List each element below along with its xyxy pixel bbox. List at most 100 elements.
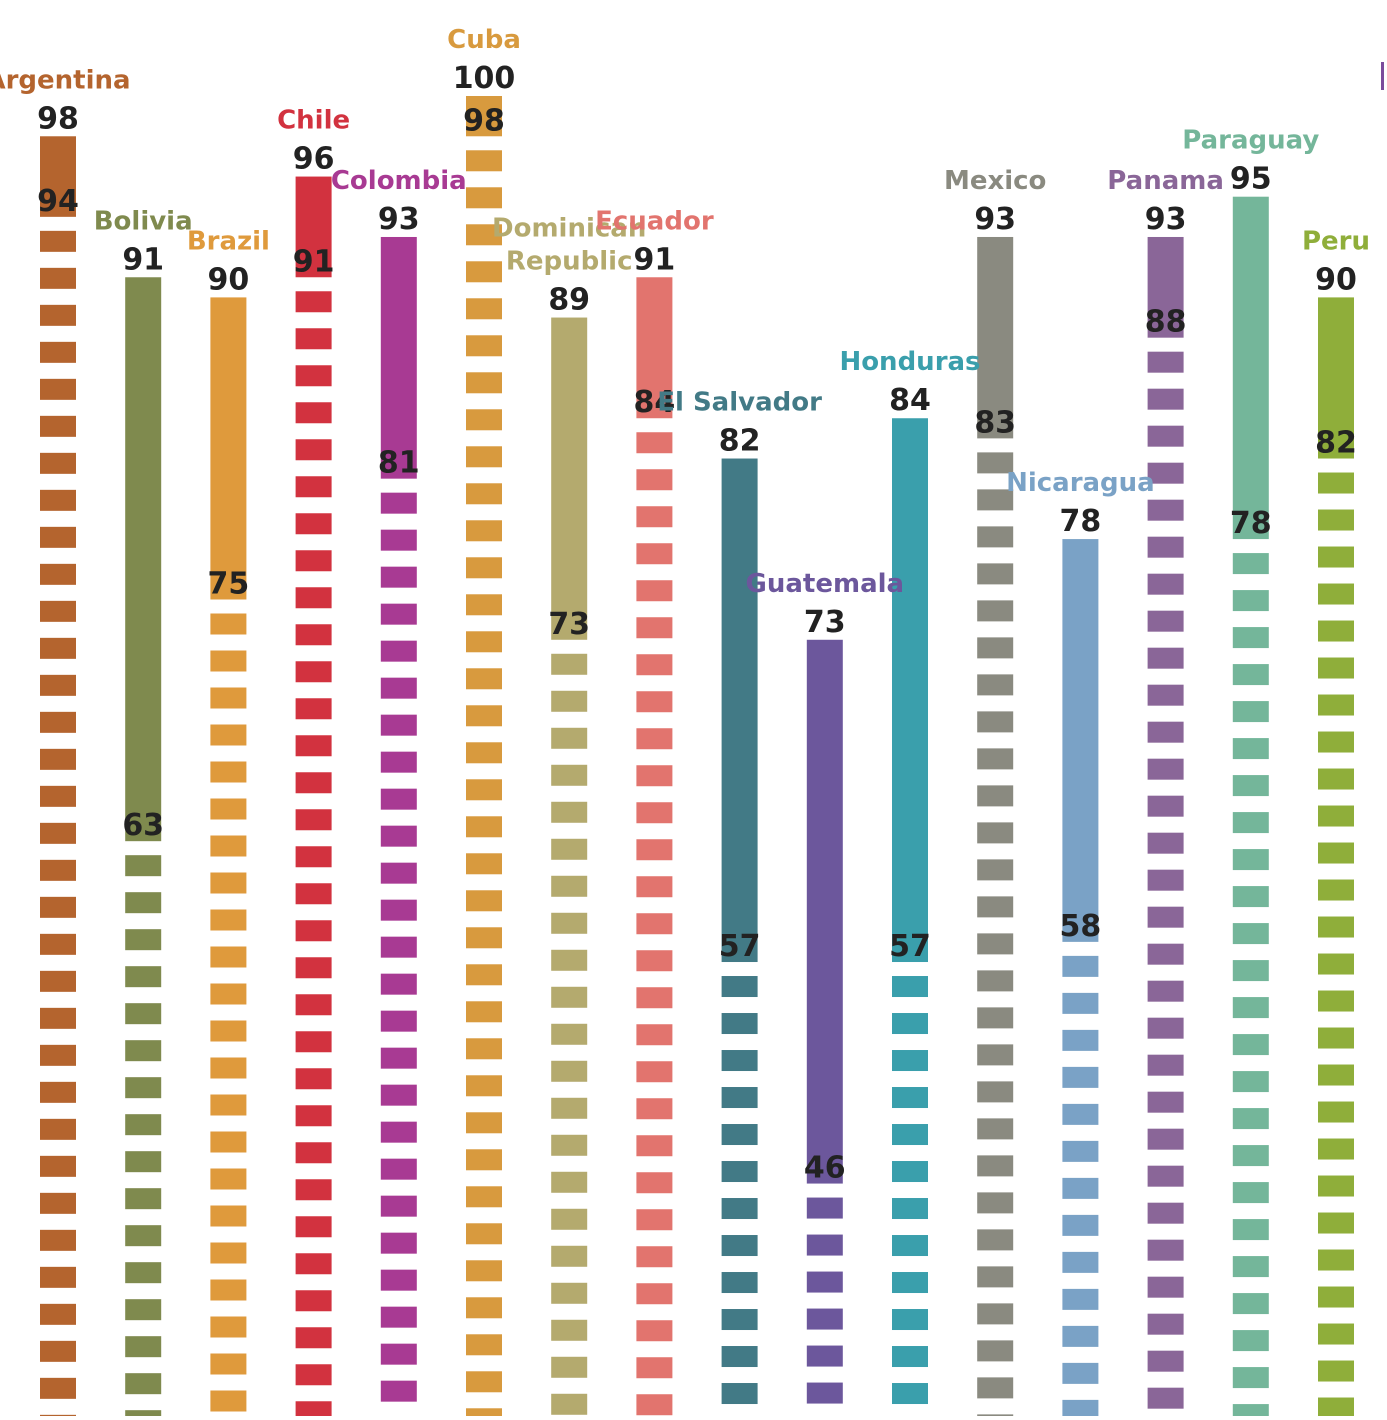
bar-stripe	[1062, 1140, 1099, 1162]
bar-stripe	[806, 1197, 843, 1219]
bar-stripe	[551, 764, 588, 786]
bar-stripe	[40, 600, 76, 622]
bar-stripe	[125, 1336, 162, 1358]
bar-stripe	[210, 1131, 247, 1153]
bar-stripe	[551, 949, 588, 971]
bar-stripe	[636, 987, 673, 1009]
bar-solid-band	[466, 96, 502, 137]
bar-stripe	[977, 1303, 1014, 1325]
bar-stripe	[636, 839, 673, 861]
bar-stripe	[1318, 1138, 1354, 1160]
bar-group	[1318, 297, 1354, 1416]
bar-top-value-label: 91	[634, 242, 676, 277]
bar-stripe	[1232, 1034, 1269, 1056]
bar-stripe	[40, 1044, 76, 1066]
bar-stripe	[636, 1283, 673, 1305]
bar-stripe	[1147, 1276, 1184, 1298]
bar-stripe	[636, 1098, 673, 1120]
bar-stripe	[1232, 553, 1269, 575]
right-edge-mark	[1381, 62, 1384, 90]
bar-stripe	[551, 801, 588, 823]
bar-stripe	[295, 1105, 332, 1127]
bar-stripe	[125, 1225, 162, 1247]
bar-stripe	[210, 835, 247, 857]
bar-stripe	[210, 909, 247, 931]
bar-stripe	[295, 624, 332, 646]
bar-stripe	[636, 432, 673, 454]
bar-stripe	[466, 594, 502, 616]
bar-stripe	[1147, 721, 1184, 743]
bar-stripe	[466, 853, 502, 875]
bar-stripe	[40, 785, 76, 807]
bar-stripe	[1318, 546, 1354, 568]
bar-stripe	[636, 913, 673, 935]
bar-stripe	[721, 1124, 758, 1146]
bar-stripe	[210, 872, 247, 894]
bar-stripe	[1232, 997, 1269, 1019]
bar-stripe	[466, 631, 502, 653]
bar-stripe	[1147, 906, 1184, 928]
country-label: Panama	[1107, 166, 1224, 196]
bar-stripe	[721, 1161, 758, 1183]
bar-stripe	[295, 550, 332, 572]
bar-stripe	[892, 976, 928, 998]
bar-group	[1232, 196, 1269, 1416]
bar-stripe	[1147, 573, 1184, 595]
bar-stripe	[295, 1142, 332, 1164]
bar-stripe	[551, 1171, 588, 1193]
bar-stripe	[977, 563, 1014, 585]
bar-stripe	[977, 1377, 1014, 1399]
bar-stripe	[380, 492, 417, 514]
bar-stripe	[295, 402, 332, 424]
bar-stripe	[721, 1235, 758, 1257]
bar-stripe	[40, 1377, 76, 1399]
bar-stripe	[125, 1077, 162, 1099]
bar-stripe	[977, 1229, 1014, 1251]
bar-top-value-label: 96	[293, 142, 335, 177]
bar-bottom-value-label: 83	[974, 405, 1016, 440]
bar-stripe	[721, 1050, 758, 1072]
bar-stripe	[380, 1380, 417, 1402]
bar-stripe	[1147, 462, 1184, 484]
bar-stripe	[1318, 990, 1354, 1012]
bar-bottom-value-label: 84	[634, 385, 676, 420]
bar-stripe	[40, 1192, 76, 1214]
bar-stripe	[210, 1094, 247, 1116]
bar-stripe	[1147, 536, 1184, 558]
bar-stripe	[210, 1279, 247, 1301]
bar-stripe	[210, 1020, 247, 1042]
bar-top-value-label: 93	[1145, 202, 1187, 237]
bar-top-value-label: 93	[378, 202, 420, 237]
bar-stripe	[977, 1155, 1014, 1177]
bar-stripe	[40, 970, 76, 992]
bar-stripe	[380, 751, 417, 773]
bar-stripe	[40, 1303, 76, 1325]
country-label-line: Mexico	[944, 166, 1046, 196]
bar-stripe	[466, 742, 502, 764]
bar-stripe	[1232, 1404, 1269, 1416]
bar-stripe	[380, 640, 417, 662]
bar-bottom-value-label: 58	[1060, 909, 1102, 944]
bar-stripe	[892, 1346, 928, 1368]
bar-stripe	[466, 520, 502, 542]
bar-group	[806, 639, 843, 1404]
bar-bottom-value-label: 82	[1315, 426, 1357, 461]
bar-stripe	[977, 711, 1014, 733]
country-label-line: Paraguay	[1182, 126, 1319, 156]
bar-stripe	[1232, 627, 1269, 649]
bar-solid-band	[40, 136, 76, 217]
bar-stripe	[977, 1081, 1014, 1103]
bar-stripe	[295, 1290, 332, 1312]
bar-stripe	[466, 1371, 502, 1393]
bar-stripe	[1062, 1288, 1099, 1310]
bar-solid-band	[1062, 539, 1099, 942]
country-label-line: Republic	[506, 247, 633, 277]
bar-stripe	[1062, 992, 1099, 1014]
country-label: Mexico	[944, 166, 1046, 196]
bar-stripe	[466, 1149, 502, 1171]
bar-stripe	[380, 1158, 417, 1180]
bar-stripe	[977, 674, 1014, 696]
bar-stripe	[1318, 509, 1354, 531]
bar-top-value-label: 93	[974, 202, 1016, 237]
bar-stripe	[551, 1060, 588, 1082]
